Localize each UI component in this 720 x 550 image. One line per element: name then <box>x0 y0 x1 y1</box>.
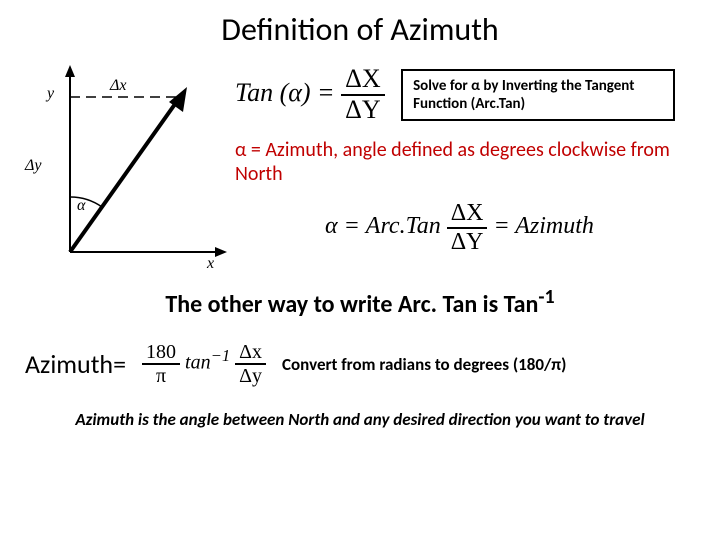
fn-sup: −1 <box>211 346 231 365</box>
arctan-eq: = Arc.Tan <box>338 213 447 239</box>
fn-name: tan <box>185 352 211 374</box>
tan-fraction: ΔX ΔY <box>341 65 385 124</box>
subhead-sup: -1 <box>538 285 554 309</box>
dy-label: Δy <box>25 157 42 175</box>
solve-instruction-box: Solve for α by Inverting the Tangent Fun… <box>401 69 675 121</box>
azimuth-definition-text: α = Azimuth, angle defined as degrees cl… <box>235 138 720 186</box>
subheading: The other way to write Arc. Tan is Tan-1 <box>0 285 720 319</box>
dx-label: Δx <box>110 77 127 95</box>
arctan-tail: = Azimuth <box>487 213 593 239</box>
tan-num: ΔX <box>341 65 385 96</box>
coef-fraction: 180 π <box>142 341 180 387</box>
page-title: Definition of Azimuth <box>0 10 720 49</box>
footer-note: Azimuth is the angle between North and a… <box>0 409 720 430</box>
coef-num: 180 <box>142 341 180 365</box>
tan-den: ΔY <box>341 96 385 125</box>
arg-den: Δy <box>235 365 266 387</box>
alpha-label: α <box>77 197 85 215</box>
arctan-fraction: ΔX ΔY <box>447 200 488 255</box>
azimuth-diagram: y x Δx Δy α <box>15 57 235 267</box>
subhead-text: The other way to write Arc. Tan is Tan <box>165 290 538 319</box>
final-formula: 180 π tan−1 Δx Δy <box>142 341 266 387</box>
arctan-formula: α = Arc.Tan ΔX ΔY = Azimuth <box>325 200 720 255</box>
convert-note: Convert from radians to degrees (180/π) <box>282 354 566 375</box>
tan-lhs: Tan (α) = <box>235 78 335 107</box>
arg-num: Δx <box>235 341 266 365</box>
arctan-den: ΔY <box>447 229 488 255</box>
y-axis-label: y <box>47 85 54 103</box>
coef-den: π <box>142 365 180 387</box>
arg-fraction: Δx Δy <box>235 341 266 387</box>
arctan-alpha: α <box>325 213 338 239</box>
arctan-num: ΔX <box>447 200 488 228</box>
azimuth-equals-label: Azimuth= <box>25 348 126 380</box>
x-axis-label: x <box>207 255 214 273</box>
tan-formula: Tan (α) = ΔX ΔY <box>235 78 391 107</box>
